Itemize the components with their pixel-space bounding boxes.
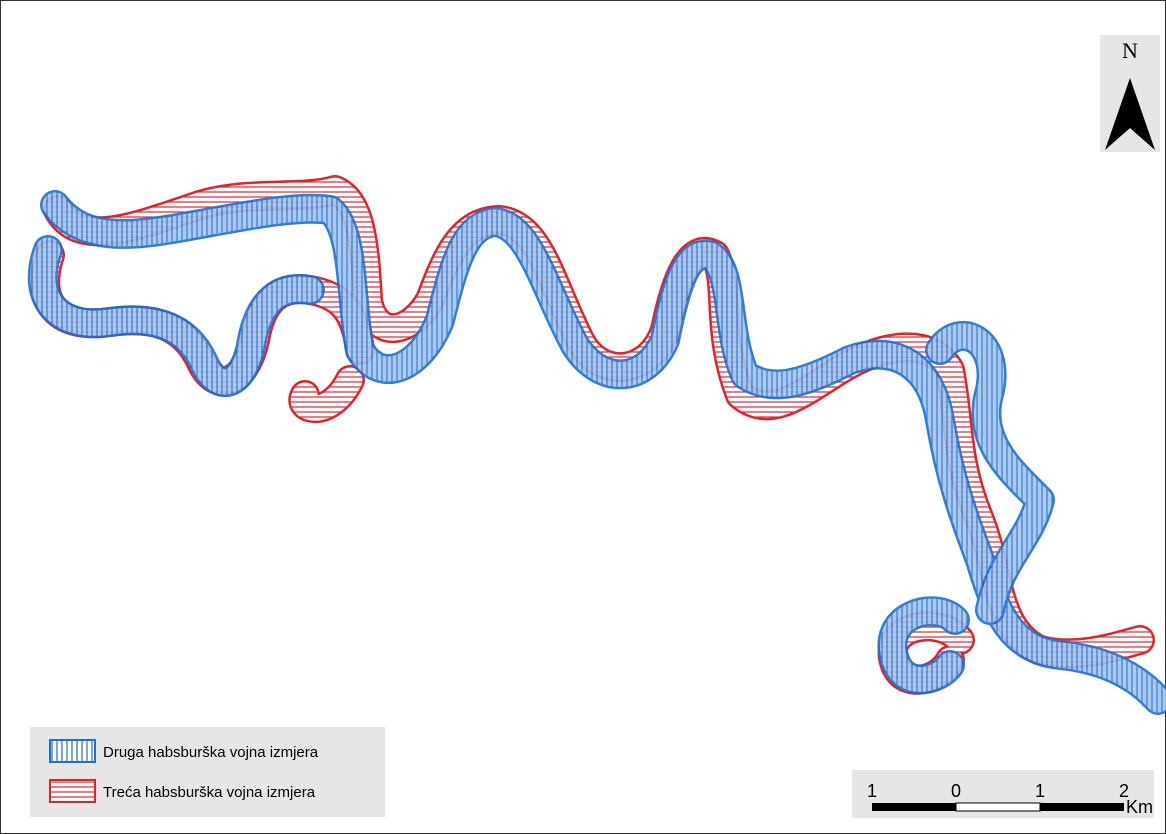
scale-label: 0 [951,781,961,801]
legend-label: Treća habsburška vojna izmjera [103,784,316,801]
north-arrow: N [1100,35,1160,152]
north-label: N [1122,38,1138,63]
river-hatch [880,598,968,692]
river-hatch [30,237,323,395]
scale-segment [872,803,956,811]
scale-label: 1 [1035,781,1045,801]
river-hatch [927,323,1053,623]
river-hatch [42,192,1166,713]
scale-label: 1 [867,781,877,801]
druga-layer [27,190,1166,715]
north-arrow-shape [1105,78,1155,150]
legend-swatch [49,779,96,803]
scale-segment [955,802,1041,812]
river-hatch [290,367,363,421]
scale-unit: Km [1126,797,1153,817]
legend-label: Druga habsburška vojna izmjera [103,744,319,761]
legend: Druga habsburška vojna izmjera Treća hab… [30,727,385,817]
scale-bar: 1 0 1 2Km [852,770,1154,818]
scale-segment [1040,803,1124,811]
scale-label: 2 [1119,781,1129,801]
legend-swatch [49,739,96,763]
